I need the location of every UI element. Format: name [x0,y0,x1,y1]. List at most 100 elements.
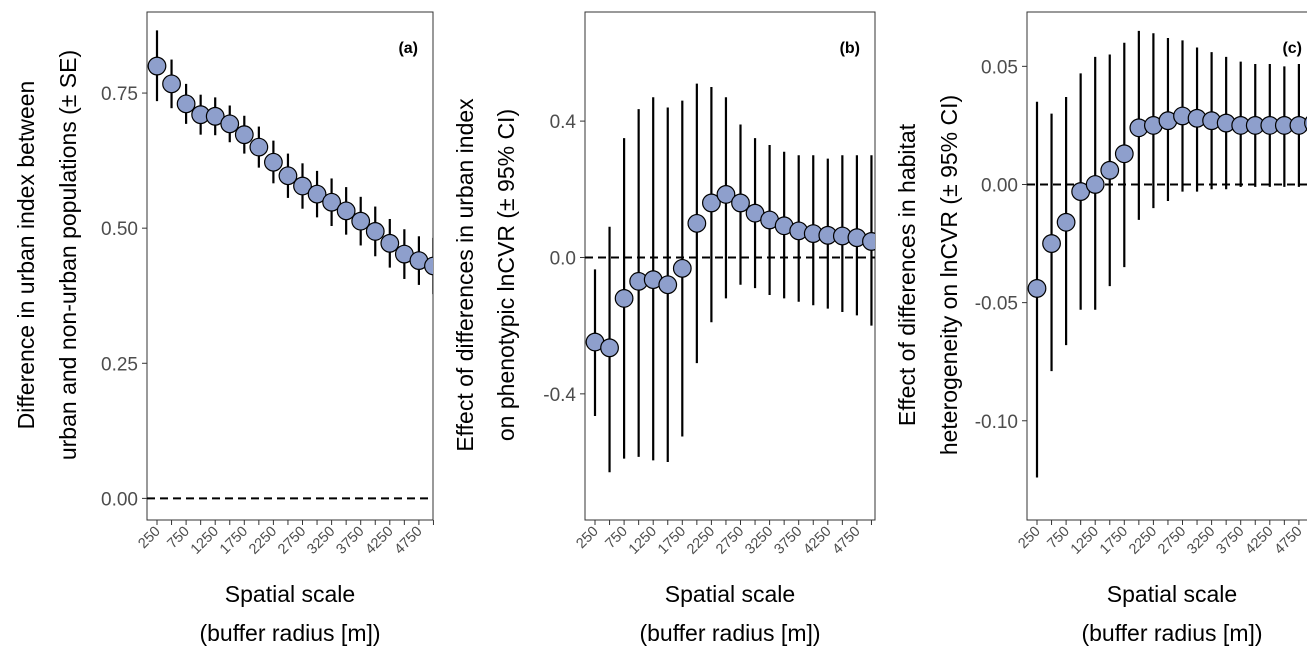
x-tick-label: 2250 [684,524,718,558]
data-point [380,233,400,253]
panel-a-ylabel-line-2: urban and non-urban populations (± SE) [55,50,81,460]
y-tick-label: 0.25 [101,354,138,375]
y-tick-label: 0.0 [550,248,576,269]
data-point [1042,234,1061,253]
data-point [731,193,750,213]
data-point [322,192,342,212]
data-point [672,258,692,278]
x-tick-label: 2750 [1155,524,1189,558]
data-point [1085,175,1105,194]
panel-c-xlabel-line-2: (buffer radius [m]) [1081,620,1262,646]
x-tick-label: 1250 [626,524,660,558]
panel-b: Effect of differences in urban index on … [452,11,876,646]
data-point [220,114,240,134]
panel-c-ylabel-line-2: heterogeneity on lnCVR (± 95% CI) [936,95,962,455]
panel-a-xlabel-line-1: Spatial scale [225,581,355,607]
y-tick-label: -0.05 [975,294,1018,315]
x-tick-label: 1750 [217,524,251,558]
panel-b-points [585,185,875,358]
data-point [716,185,736,204]
x-tick-label: 3250 [304,524,338,558]
data-point [307,184,327,204]
y-tick-label: 0.00 [101,489,138,510]
data-point [658,275,678,295]
y-tick-label: 0.4 [550,112,577,133]
data-point [702,193,721,213]
data-point [264,152,283,172]
panel-a-y-ticks: 0.00 0.25 0.50 0.75 [101,84,147,510]
x-tick-label: 1250 [188,524,222,558]
x-tick-label: 250 [135,524,163,552]
panel-c-label: (c) [1282,40,1302,57]
y-tick-label: 0.75 [101,84,138,105]
x-tick-label: 3750 [1213,524,1247,558]
panel-a-xlabel-line-2: (buffer radius [m]) [199,620,380,646]
data-point [424,256,433,276]
data-point [614,288,634,308]
x-tick-label: 2750 [275,524,309,558]
y-tick-label: -0.10 [975,412,1018,433]
panel-a: Difference in urban index between urban … [13,11,434,646]
data-point [1027,279,1047,298]
x-tick-label: 2250 [246,524,280,558]
panel-a-ylabel-line-1: Difference in urban index between [13,81,39,430]
panel-a-points [147,56,433,276]
x-tick-label: 3250 [742,524,776,558]
data-point [205,106,225,126]
data-point [278,166,298,186]
data-point [249,137,269,157]
panel-b-xlabel-line-2: (buffer radius [m]) [639,620,820,646]
x-tick-label: 1250 [1068,524,1102,558]
data-point [365,222,385,241]
panel-c-y-ticks: -0.10 -0.05 0.00 0.05 [975,57,1027,433]
data-point [1100,160,1120,180]
panel-b-y-ticks: -0.4 0.0 0.4 [543,112,585,406]
x-tick-label: 3750 [333,524,367,558]
data-point [1056,212,1076,232]
x-tick-label: 1750 [1097,524,1131,558]
data-point [234,125,254,145]
data-point [351,211,371,231]
x-tick-label: 1750 [655,524,689,558]
data-point [162,74,181,94]
panel-b-label: (b) [840,40,860,57]
x-tick-label: 3250 [1184,524,1218,558]
data-point [293,176,312,196]
y-tick-label: 0.00 [981,175,1018,196]
data-point [1114,144,1134,164]
x-tick-label: 250 [1015,524,1043,552]
x-tick-label: 3750 [771,524,805,558]
x-tick-label: 2750 [713,524,747,558]
x-tick-label: 4250 [362,524,396,558]
data-point [1289,116,1307,135]
data-point [600,338,619,358]
panel-c-ylabel-line-1: Effect of differences in habitat [894,123,920,426]
data-point [176,94,196,114]
data-point [687,213,707,233]
data-point [1304,116,1307,130]
panel-b-plot-frame [584,11,876,521]
y-tick-label: 0.50 [101,219,138,240]
y-tick-label: -0.4 [543,385,576,406]
panel-b-xlabel-line-1: Spatial scale [665,581,795,607]
data-point [336,201,356,221]
x-tick-label: 4750 [392,524,426,558]
x-tick-label: 4750 [1272,524,1306,558]
data-point [147,56,167,76]
panel-c-xlabel-line-1: Spatial scale [1107,581,1237,607]
panel-c: Effect of differences in habitat heterog… [894,11,1307,646]
y-tick-label: 0.05 [981,57,1018,78]
panel-c-points [1027,106,1307,298]
x-tick-label: 4750 [830,524,864,558]
x-tick-label: 250 [573,524,601,552]
x-tick-label: 2250 [1126,524,1160,558]
panel-a-label: (a) [398,40,418,57]
data-point [862,232,875,251]
panel-a-plot-frame [146,11,434,521]
panel-b-ylabel-line-2: on phenotypic lnCVR (± 95% CI) [493,109,519,441]
x-tick-label: 4250 [1242,524,1276,558]
panel-b-ylabel-line-1: Effect of differences in urban index [452,98,478,452]
